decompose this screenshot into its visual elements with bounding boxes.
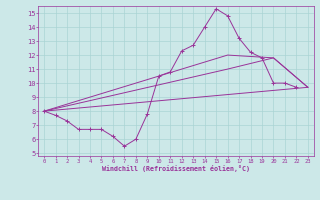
X-axis label: Windchill (Refroidissement éolien,°C): Windchill (Refroidissement éolien,°C) [102, 165, 250, 172]
